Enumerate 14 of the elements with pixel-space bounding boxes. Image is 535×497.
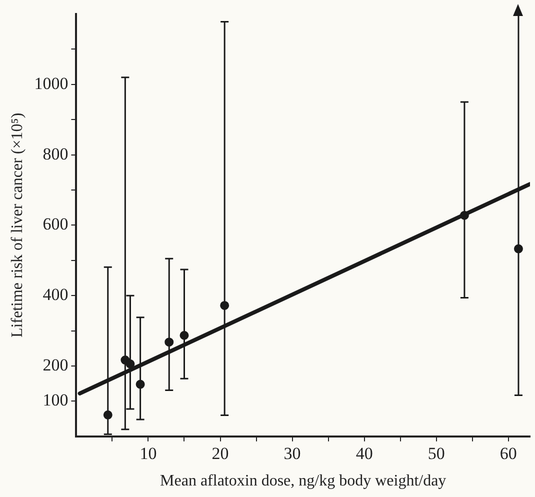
- y-tick-label: 600: [42, 214, 68, 234]
- y-axis-title: Lifetime risk of liver cancer (×10⁵): [8, 112, 26, 338]
- y-tick-label: 100: [42, 390, 68, 410]
- x-tick-label: 10: [140, 444, 157, 464]
- x-tick-label: 20: [212, 444, 229, 464]
- x-tick-label: 60: [500, 444, 517, 464]
- x-axis-title: Mean aflatoxin dose, ng/kg body weight/day: [160, 472, 446, 490]
- y-tick-label: 400: [42, 285, 68, 304]
- y-tick-label: 800: [42, 144, 68, 164]
- y-tick-label: 200: [42, 355, 68, 374]
- x-tick-label: 40: [356, 444, 373, 464]
- y-tick-label: 1000: [34, 74, 68, 93]
- x-tick-label: 50: [428, 444, 445, 464]
- x-tick-label: 30: [284, 444, 301, 464]
